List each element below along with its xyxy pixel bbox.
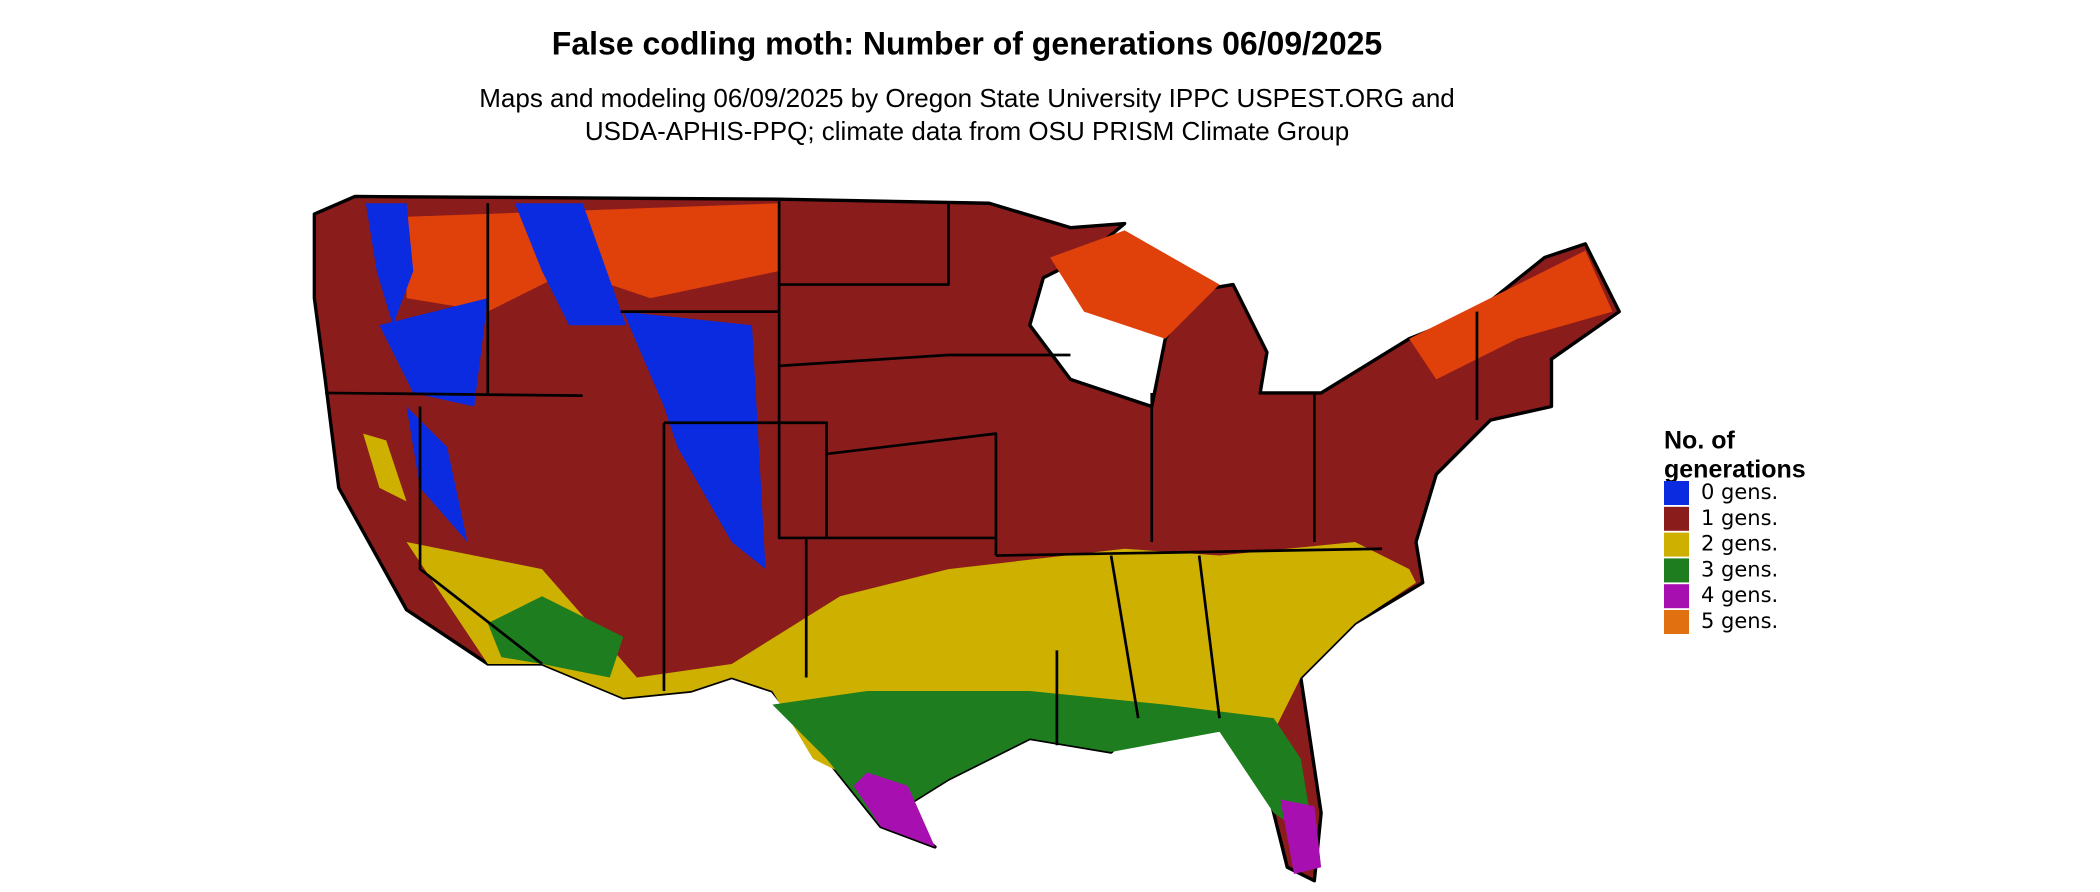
cold-area [623,311,766,570]
legend-swatch [1664,610,1689,634]
legend-title: generations [1664,456,1806,484]
hottest-area [853,772,935,847]
warm-patch [1409,250,1613,380]
cold-area [365,203,414,326]
legend-swatch [1664,558,1689,583]
warm-area [406,542,1416,786]
legend: 0 gens.1 gens.2 gens.3 gens.4 gens.5 gen… [1664,480,1778,634]
hot-area [487,596,624,678]
cold-area [406,406,468,542]
state-lines [325,199,1479,746]
legend-label: 5 gens. [1701,609,1778,633]
legend-label: 0 gens. [1701,480,1778,504]
title: False codling moth: Number of generation… [552,25,1382,61]
subtitle: Maps and modeling 06/09/2025 by Oregon S… [479,83,1455,113]
map [312,194,1621,883]
legend-label: 2 gens. [1701,532,1778,556]
cold-area [514,203,627,326]
legend-title: No. of [1664,427,1735,455]
cold-area [379,298,488,407]
legend-swatch [1664,584,1689,609]
legend-label: 1 gens. [1701,506,1778,530]
subtitle: USDA-APHIS-PPQ; climate data from OSU PR… [585,116,1349,146]
warm-area [363,433,407,502]
legend-swatch [1664,481,1689,505]
legend-label: 4 gens. [1701,583,1778,607]
legend-label: 3 gens. [1701,557,1778,581]
legend-swatch [1664,506,1689,531]
legend-swatch [1664,532,1689,557]
hot-area [772,691,1315,847]
warm-patch [1050,230,1220,339]
